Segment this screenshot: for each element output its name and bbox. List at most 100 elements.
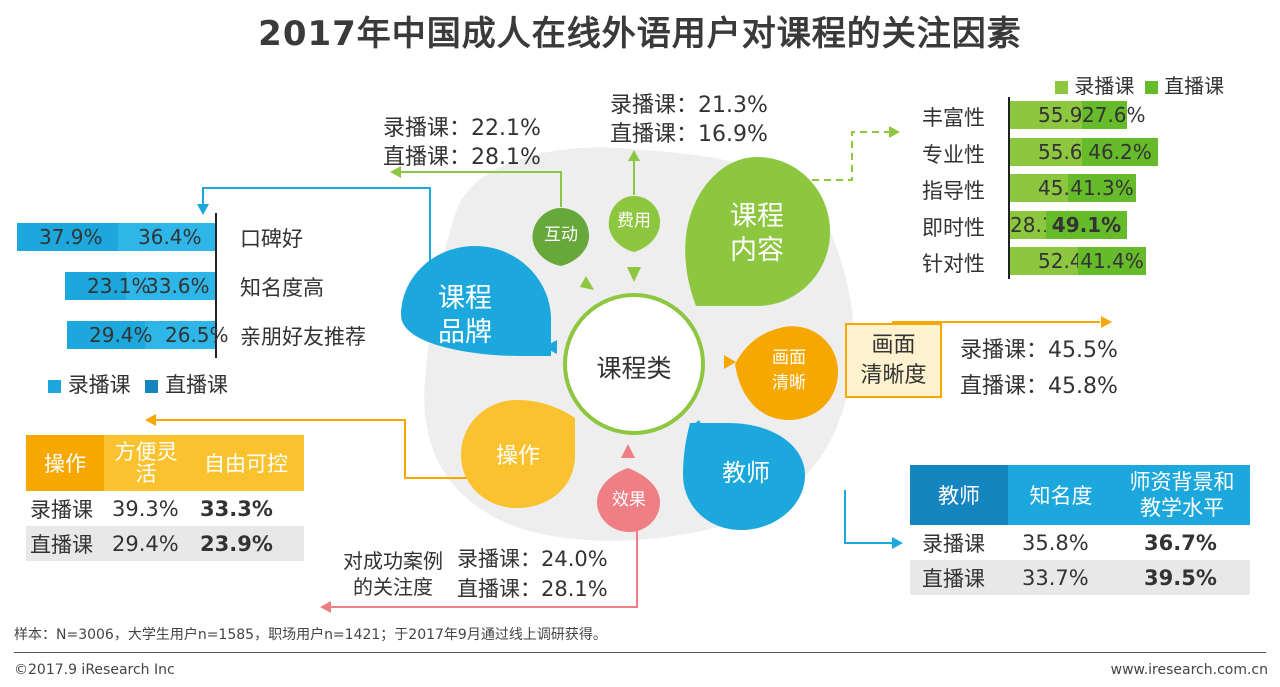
center-circle (563, 293, 705, 435)
operation-table: 操作 方便灵活 自由可控 录播课 39.3% 33.3% 直播课 29.4% 2… (26, 435, 304, 561)
connector-hudong (400, 171, 562, 207)
operation-header-0: 操作 (26, 435, 104, 491)
table-row: 录播课 35.8% 36.7% (910, 525, 1250, 560)
content-bar-lubo: 45.2% (1010, 174, 1102, 202)
xiaoguo-desc: 对成功案例 的关注度 (338, 548, 448, 600)
caozuo-node (461, 400, 575, 508)
table-row: 直播课 33.7% 39.5% (910, 560, 1250, 595)
xiaoguo-zhibo: 直播课：28.1% (457, 577, 608, 601)
brand-bar-lubo: 29.4% (67, 321, 153, 349)
feiyong-node (608, 196, 661, 252)
xiaoguo-node (597, 468, 660, 532)
legend-zhibo-label: 直播课 (1164, 74, 1225, 98)
huamian-lubo: 录播课：45.5% (960, 338, 1118, 363)
pinpai-label-line2: 品牌 (438, 316, 492, 348)
huamian-box: 画面 清晰度 (845, 323, 942, 398)
inward-arrow-5 (724, 355, 736, 369)
inward-arrow-2 (627, 267, 641, 282)
huamian-values: 录播课：45.5% 直播课：45.8% (960, 333, 1118, 405)
operation-row0-col2: 33.3% (200, 496, 273, 521)
content-chart-axis (1008, 97, 1010, 279)
brand-legend-lubo-swatch (48, 379, 61, 393)
huamian-box-line1: 画面 (871, 333, 916, 358)
brand-chart-axis (215, 213, 217, 358)
teacher-row0-col1: 35.8% (1022, 530, 1089, 555)
brand-bar-zhibo: 36.4% (118, 223, 215, 251)
content-row-label: 即时性 (922, 215, 985, 240)
teacher-table-header: 教师 知名度 师资背景和教学水平 (910, 465, 1250, 525)
brand-bar-zhibo: 33.6% (126, 272, 215, 300)
teacher-row0-col2: 36.7% (1144, 530, 1217, 555)
huamian-label-line1: 画面 (772, 348, 806, 368)
jiaoshi-label: 教师 (722, 459, 770, 487)
arrowhead-jiaoshi (892, 537, 903, 549)
feiyong-label: 费用 (617, 211, 651, 231)
content-bar-zhibo: 49.1% (1046, 210, 1127, 239)
huamian-zhibo: 直播课：45.8% (960, 374, 1118, 399)
xiaoguo-desc-line2: 的关注度 (353, 575, 433, 599)
sample-note: 样本：N=3006，大学生用户n=1585，职场用户n=1421；于2017年9… (14, 627, 607, 643)
content-bar-zhibo: 46.2% (1082, 137, 1158, 166)
teacher-row1-col1: 33.7% (1022, 565, 1089, 590)
brand-bar-zhibo: 26.5% (145, 321, 229, 349)
connector-neirong (812, 131, 890, 181)
huamian-label-line2: 清晰 (772, 372, 806, 393)
brand-bar-lubo: 23.1% (65, 272, 151, 300)
brand-bar-lubo: 37.9% (17, 223, 118, 251)
brand-row-label: 亲朋好友推荐 (240, 325, 366, 349)
operation-header-2: 自由可控 (204, 452, 288, 476)
table-row: 直播课 29.4% 23.9% (26, 526, 304, 561)
arrowhead-pinpai (197, 204, 209, 215)
legend-lubo-label: 录播课 (1074, 74, 1135, 98)
website-link[interactable]: www.iresearch.com.cn (1110, 662, 1268, 678)
content-chart-legend: 录播课 直播课 (1055, 70, 1224, 99)
teacher-header-1: 知名度 (1029, 484, 1093, 508)
content-bar-zhibo: 41.3% (1068, 174, 1136, 202)
xiaoguo-label: 效果 (612, 490, 646, 510)
operation-row0-col0: 录播课 (30, 497, 93, 522)
arrowhead-huamian (1101, 316, 1112, 328)
feiyong-zhibo: 直播课：16.9% (610, 122, 768, 147)
content-bar-lubo: 55.9% (1010, 101, 1102, 129)
page-title: 2017年中国成人在线外语用户对课程的关注因素 (258, 14, 1022, 54)
arrowhead-caozuo (145, 414, 156, 426)
arrowhead-feiyong (628, 150, 640, 161)
hudong-values: 录播课：22.1% 直播课：28.1% (383, 114, 541, 172)
huamian-node (735, 326, 838, 420)
connector-xiaoguo (330, 530, 638, 608)
content-row-label: 针对性 (922, 252, 985, 276)
hudong-label: 互动 (544, 225, 578, 245)
neirong-node (685, 157, 830, 306)
teacher-row0-col0: 录播课 (922, 531, 985, 556)
copyright: ©2017.9 iResearch Inc (14, 662, 175, 678)
teacher-table: 教师 知名度 师资背景和教学水平 录播课 35.8% 36.7% 直播课 33.… (910, 465, 1250, 595)
content-bar-zhibo: 27.6% (1082, 101, 1146, 129)
connector-jiaoshi (844, 490, 893, 544)
operation-table-header: 操作 方便灵活 自由可控 (26, 435, 304, 491)
connector-pinpai (202, 187, 431, 262)
content-row-label: 专业性 (922, 142, 985, 167)
operation-row1-col2: 23.9% (200, 531, 273, 556)
brand-legend-zhibo-label: 直播课 (165, 373, 229, 397)
connector-caozuo (155, 419, 470, 479)
xiaoguo-desc-line1: 对成功案例 (343, 549, 443, 573)
huamian-label: 画面 清晰 (757, 346, 821, 395)
teacher-row1-col0: 直播课 (922, 566, 985, 591)
neirong-label-line2: 内容 (730, 234, 784, 266)
footer-divider (14, 652, 1266, 653)
brand-row-label: 知名度高 (240, 276, 324, 300)
operation-row1-col0: 直播课 (30, 532, 93, 557)
inward-arrow-7 (621, 444, 635, 458)
table-row: 录播课 39.3% 33.3% (26, 491, 304, 526)
pinpai-label-line1: 课程 (438, 283, 492, 314)
feiyong-values: 录播课：21.3% 直播课：16.9% (610, 91, 768, 149)
pinpai-label: 课程 品牌 (420, 282, 510, 350)
content-bar-lubo: 28.1% (1010, 210, 1074, 239)
arrowhead-xiaoguo (320, 601, 331, 613)
hudong-lubo: 录播课：22.1% (383, 116, 541, 141)
brand-row-label: 口碑好 (240, 227, 303, 251)
jiaoshi-node (683, 423, 805, 530)
content-row-label: 指导性 (922, 179, 985, 203)
legend-lubo-swatch (1055, 81, 1068, 94)
